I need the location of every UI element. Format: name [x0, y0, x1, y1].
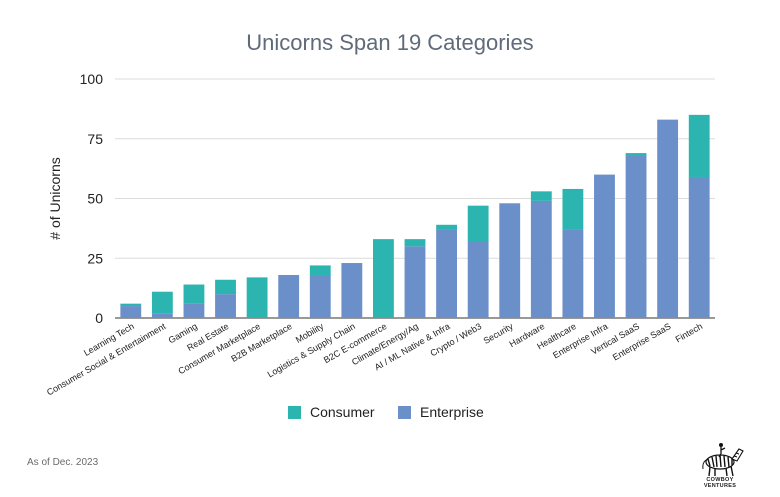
- bar-consumer: [246, 277, 268, 318]
- bar-enterprise: [594, 174, 615, 318]
- bar-enterprise: [215, 294, 236, 318]
- bar-enterprise: [151, 313, 173, 318]
- legend-item-consumer: Consumer: [288, 404, 375, 420]
- bar-consumer: [215, 279, 236, 295]
- bar-consumer: [467, 205, 489, 242]
- y-tick-label: 75: [87, 131, 103, 147]
- legend-label-enterprise: Enterprise: [420, 404, 484, 420]
- bar-enterprise: [530, 200, 552, 318]
- bar-consumer: [436, 224, 457, 230]
- footnote: As of Dec. 2023: [27, 457, 99, 468]
- bar-consumer: [120, 303, 142, 307]
- bar-enterprise: [499, 203, 521, 318]
- bar-enterprise: [404, 246, 426, 318]
- chart-title: Unicorns Span 19 Categories: [246, 30, 534, 55]
- bar-enterprise: [341, 263, 363, 318]
- logo: COWBOY VENTURES: [690, 440, 750, 490]
- x-tick-label: Fintech: [674, 321, 705, 344]
- logo-text: COWBOY VENTURES: [703, 477, 737, 489]
- bar-consumer: [688, 114, 710, 177]
- bar-consumer: [625, 153, 647, 156]
- y-tick-label: 25: [87, 250, 103, 266]
- zebra-with-rider-icon: [702, 443, 744, 477]
- y-tick-label: 100: [80, 71, 104, 87]
- legend-swatch-consumer: [288, 405, 301, 419]
- legend-label-consumer: Consumer: [310, 404, 375, 420]
- bar-enterprise: [688, 176, 710, 318]
- bar-consumer: [530, 191, 552, 201]
- y-axis-label: # of Unicorns: [47, 157, 63, 239]
- bar-consumer: [183, 284, 205, 304]
- bar-consumer: [373, 239, 394, 318]
- bar-consumer: [404, 239, 426, 247]
- bar-enterprise: [467, 241, 489, 318]
- bar-consumer: [151, 291, 173, 314]
- x-tick-label: Consumer Social & Entertainment: [45, 321, 168, 398]
- legend-swatch-enterprise: [398, 405, 411, 419]
- bar-enterprise: [183, 303, 205, 318]
- bar-enterprise: [562, 229, 584, 318]
- bar-enterprise: [120, 306, 142, 318]
- bar-enterprise: [625, 155, 647, 318]
- bar-consumer: [309, 265, 331, 275]
- y-tick-label: 50: [87, 191, 103, 207]
- bar-consumer: [562, 188, 584, 230]
- bar-enterprise: [309, 274, 331, 318]
- bar-enterprise: [436, 229, 457, 318]
- bar-enterprise: [278, 274, 300, 318]
- bar-enterprise: [657, 119, 679, 318]
- y-tick-label: 0: [95, 310, 103, 326]
- legend-item-enterprise: Enterprise: [398, 404, 484, 420]
